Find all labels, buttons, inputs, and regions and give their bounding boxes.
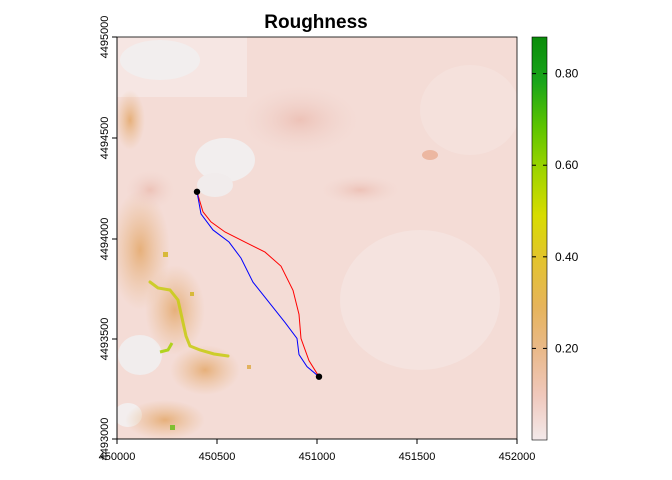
- end-point: [315, 373, 323, 380]
- x-axis: 450000 450500 451000 451500 452000: [99, 438, 536, 463]
- x-tick-label: 452000: [499, 451, 536, 463]
- x-tick-label: 451500: [399, 451, 436, 463]
- y-tick-label: 4495000: [99, 16, 111, 59]
- y-tick-label: 4493500: [99, 318, 111, 361]
- routes-layer: [196, 191, 320, 378]
- map-title: Roughness: [264, 12, 367, 33]
- legend-tick-label: 0.60: [555, 158, 579, 172]
- color-legend: 0.20 0.40 0.60 0.80: [531, 36, 579, 441]
- x-tick-label: 450500: [199, 451, 236, 463]
- y-tick-label: 4494500: [99, 117, 111, 160]
- y-axis: 4493000 4493500 4494000 4494500 4495000: [99, 16, 118, 461]
- route-line-0: [196, 191, 320, 377]
- y-tick-label: 4494000: [99, 218, 111, 261]
- start-point: [193, 188, 201, 195]
- endpoints-layer: [193, 188, 323, 380]
- y-tick-label: 4493000: [99, 418, 111, 461]
- legend-tick-label: 0.80: [555, 67, 579, 81]
- legend-tick-label: 0.20: [555, 341, 579, 355]
- roughness-raster: [117, 37, 517, 439]
- x-tick-label: 451000: [299, 451, 336, 463]
- x-tick-label: 450000: [99, 451, 136, 463]
- legend-color-bar: [531, 36, 548, 441]
- route-line-1: [196, 191, 320, 378]
- legend-tick-label: 0.40: [555, 250, 579, 264]
